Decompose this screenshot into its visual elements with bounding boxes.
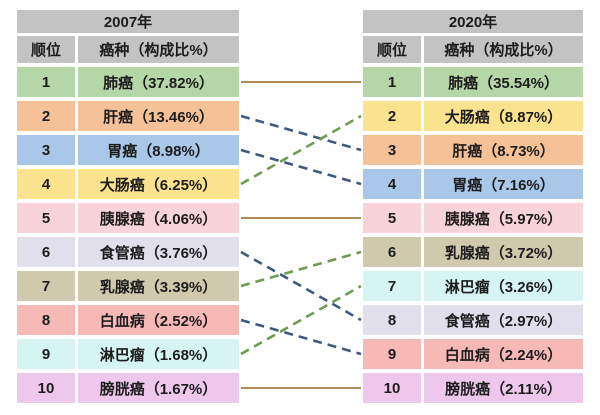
table-row: 1 肺癌（35.54%） [363,67,583,97]
rank-cell: 8 [17,305,75,335]
table-body-2007: 1 肺癌（37.82%） 2 肝癌（13.46%） 3 胃癌（8.98%） 4 大肠癌（6.2… [17,67,239,403]
rank-cell: 10 [17,373,75,403]
table-row: 8 白血病（2.52%） [17,305,239,335]
cancer-cell: 大肠癌（8.87%） [424,101,583,131]
table-row: 4 大肠癌（6.25%） [17,169,239,199]
cancer-cell: 胰腺癌（5.97%） [424,203,583,233]
rank-cell: 1 [363,67,421,97]
table-row: 1 肺癌（37.82%） [17,67,239,97]
table-body-2020: 1 肺癌（35.54%） 2 大肠癌（8.87%） 3 肝癌（8.73%） 4 胃癌（7.16… [363,67,583,403]
rank-cell: 5 [363,203,421,233]
cancer-cell: 肝癌（8.73%） [424,135,583,165]
cancer-column-header: 癌种（构成比%） [78,36,239,63]
table-row: 2 肝癌（13.46%） [17,101,239,131]
rank-link-白血病 [240,318,362,356]
rank-cell: 8 [363,305,421,335]
year-header-2007: 2007年 [17,10,239,33]
rank-cell: 3 [17,135,75,165]
cancer-cell: 胃癌（7.16%） [424,169,583,199]
column-header-row: 顺位 癌种（构成比%） [363,36,583,63]
rank-cell: 3 [363,135,421,165]
rank-cell: 2 [17,101,75,131]
rank-link-肝癌 [240,114,362,152]
rank-cell: 4 [17,169,75,199]
cancer-cell: 白血病（2.52%） [78,305,239,335]
rank-cell: 9 [17,339,75,369]
cancer-cell: 淋巴瘤（1.68%） [78,339,239,369]
table-row: 8 食管癌（2.97%） [363,305,583,335]
rank-cell: 7 [363,271,421,301]
table-row: 6 乳腺癌（3.72%） [363,237,583,267]
table-row: 2 大肠癌（8.87%） [363,101,583,131]
cancer-column-header: 癌种（构成比%） [424,36,583,63]
rank-cell: 2 [363,101,421,131]
cancer-cell: 食管癌（2.97%） [424,305,583,335]
cancer-cell: 膀胱癌（1.67%） [78,373,239,403]
rank-link-淋巴瘤 [240,284,362,356]
rank-link-大肠癌 [240,114,362,186]
cancer-cell: 白血病（2.24%） [424,339,583,369]
cancer-cell: 大肠癌（6.25%） [78,169,239,199]
table-row: 5 胰腺癌（5.97%） [363,203,583,233]
table-row: 9 淋巴瘤（1.68%） [17,339,239,369]
year-header-2020: 2020年 [363,10,583,33]
table-row: 3 肝癌（8.73%） [363,135,583,165]
rank-column-header: 顺位 [17,36,75,63]
table-row: 9 白血病（2.24%） [363,339,583,369]
ranking-table-2007: 2007年 顺位 癌种（构成比%） 1 肺癌（37.82%） 2 肝癌（13.46%）… [17,10,239,403]
table-row: 6 食管癌（3.76%） [17,237,239,267]
rank-cell: 6 [363,237,421,267]
cancer-cell: 乳腺癌（3.39%） [78,271,239,301]
rank-cell: 7 [17,271,75,301]
rank-link-胃癌 [240,148,362,186]
cancer-cell: 胃癌（8.98%） [78,135,239,165]
cancer-cell: 肝癌（13.46%） [78,101,239,131]
table-row: 3 胃癌（8.98%） [17,135,239,165]
cancer-cell: 肺癌（37.82%） [78,67,239,97]
table-row: 4 胃癌（7.16%） [363,169,583,199]
rank-cell: 6 [17,237,75,267]
rank-cell: 9 [363,339,421,369]
cancer-cell: 淋巴瘤（3.26%） [424,271,583,301]
table-row: 5 胰腺癌（4.06%） [17,203,239,233]
rank-column-header: 顺位 [363,36,421,63]
rank-cell: 1 [17,67,75,97]
table-row: 10 膀胱癌（2.11%） [363,373,583,403]
cancer-cell: 乳腺癌（3.72%） [424,237,583,267]
table-row: 7 淋巴瘤（3.26%） [363,271,583,301]
table-row: 7 乳腺癌（3.39%） [17,271,239,301]
cancer-cell: 食管癌（3.76%） [78,237,239,267]
column-header-row: 顺位 癌种（构成比%） [17,36,239,63]
rank-cell: 4 [363,169,421,199]
rank-cell: 5 [17,203,75,233]
cancer-cell: 膀胱癌（2.11%） [424,373,583,403]
cancer-cell: 肺癌（35.54%） [424,67,583,97]
rank-link-食管癌 [240,250,362,322]
table-row: 10 膀胱癌（1.67%） [17,373,239,403]
ranking-table-2020: 2020年 顺位 癌种（构成比%） 1 肺癌（35.54%） 2 大肠癌（8.87%）… [363,10,583,403]
cancer-cell: 胰腺癌（4.06%） [78,203,239,233]
rank-cell: 10 [363,373,421,403]
rank-link-乳腺癌 [240,250,362,288]
